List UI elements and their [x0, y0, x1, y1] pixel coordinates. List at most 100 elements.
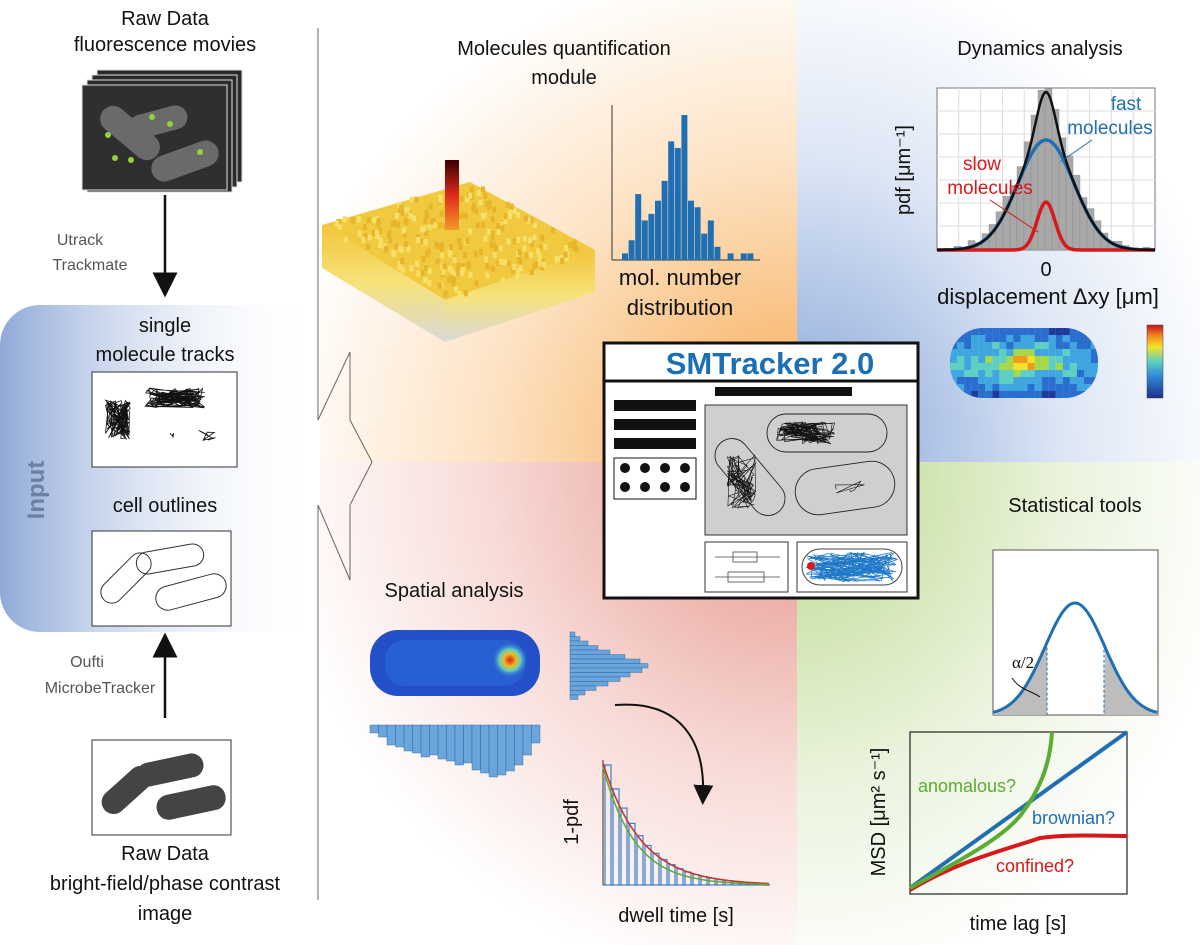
surface-bar	[537, 254, 542, 261]
heatmap-cell	[957, 349, 965, 357]
heatmap-cell	[1006, 328, 1014, 336]
heatmap-cell	[1034, 335, 1042, 343]
confined-label: confined?	[996, 856, 1074, 876]
heatmap-cell	[1013, 363, 1021, 371]
surface-bar	[439, 246, 444, 253]
spatial-vbar	[569, 672, 631, 678]
surface-bar	[490, 216, 495, 223]
surface-bar	[447, 247, 452, 254]
surface-bar	[397, 263, 402, 270]
heatmap-cell	[971, 370, 979, 378]
surface-bar	[564, 245, 568, 251]
surface-bar	[400, 258, 405, 264]
hist-bar	[727, 253, 734, 260]
surface-bar	[423, 265, 428, 272]
surface-bar	[471, 203, 476, 210]
heatmap-cell	[978, 391, 986, 398]
heatmap-cell	[1055, 328, 1063, 336]
heatmap-cell	[999, 363, 1007, 371]
surface-bar	[440, 252, 445, 259]
surface-bar	[474, 208, 479, 215]
surface-bar	[529, 217, 534, 224]
heatmap-cell	[999, 377, 1007, 385]
heatmap-cell	[950, 349, 958, 357]
surface-bar	[429, 218, 434, 225]
heatmap-cell	[971, 335, 979, 343]
surface-bar	[465, 196, 470, 203]
raw-fluo-title-1: Raw Data	[121, 8, 210, 30]
surface-bar	[376, 218, 381, 225]
heatmap-cell	[1027, 349, 1035, 357]
heatmap-cell	[985, 356, 993, 364]
surface-bar	[564, 255, 569, 262]
heatmap-cell	[1091, 349, 1098, 357]
surface-bar	[432, 222, 437, 229]
heatmap-cells	[950, 328, 1098, 398]
surface-bar	[523, 215, 528, 222]
surface-bar	[372, 217, 377, 224]
heatmap-cell	[1055, 335, 1063, 343]
heatmap-cell	[1062, 335, 1070, 343]
surface-bar	[458, 243, 463, 250]
brightfield-cells	[101, 753, 226, 820]
slow-label-2: molecules	[947, 178, 1033, 199]
surface-bar	[436, 243, 441, 250]
heatmap-cell	[978, 377, 986, 385]
heatmap-cell	[1006, 384, 1014, 392]
heatmap-cell	[957, 356, 965, 364]
surface-bar	[448, 251, 453, 258]
surface-bar	[473, 250, 478, 257]
hist-bar	[740, 253, 747, 260]
spatial-vertical-histogram	[569, 631, 649, 700]
heatmap-cell	[1069, 349, 1077, 357]
heatmap-cell	[1006, 349, 1014, 357]
button-dot	[640, 463, 650, 473]
surface-bar	[388, 237, 393, 244]
heatmap-cell	[971, 328, 979, 336]
heatmap-cell	[992, 363, 1000, 371]
heatmap-cell	[1041, 363, 1049, 371]
surface-bar	[509, 203, 514, 210]
heatmap-cell	[1048, 377, 1056, 385]
slow-molecules-curve	[937, 200, 1155, 252]
mol-number-histogram	[611, 105, 760, 261]
displacement-pdf-chart	[936, 87, 1156, 252]
total-fit-curve	[937, 91, 1155, 252]
heatmap-cell	[971, 356, 979, 364]
button-dot	[660, 463, 670, 473]
hist-bar	[707, 220, 714, 260]
surface-bar	[405, 206, 410, 213]
heatmap-cell	[1076, 370, 1084, 378]
heatmap-cell	[1020, 335, 1028, 343]
button-dots	[620, 463, 690, 492]
3d-intensity-surface	[322, 160, 595, 342]
surface-bar	[409, 196, 414, 203]
seg-tool-2: MicrobeTracker	[45, 680, 156, 697]
surface-bar	[414, 196, 419, 203]
hist-bar	[648, 213, 655, 260]
button-dot	[680, 482, 690, 492]
heatmap-cell	[1048, 342, 1056, 350]
surface-bar	[512, 238, 517, 245]
heatmap-cell	[999, 335, 1007, 343]
smtracker-app-window: SMTracker 2.0	[602, 341, 920, 600]
surface-bar	[572, 239, 577, 246]
hist-label-1: mol. number	[619, 265, 741, 290]
heatmap-cell	[1076, 335, 1084, 343]
surface-bar	[387, 232, 391, 239]
button-dot	[620, 463, 630, 473]
tail-right	[1104, 647, 1158, 715]
spatial-hbar	[386, 724, 396, 746]
spatial-vbar	[569, 658, 641, 664]
surface-bar	[524, 252, 529, 259]
surface-bar	[451, 277, 456, 284]
surface-bar	[378, 227, 383, 234]
slow-pointer	[989, 199, 1039, 233]
raw-fluo-title-2: fluorescence movies	[74, 34, 256, 56]
heatmap-cell	[1083, 356, 1092, 364]
cell-outlines	[100, 543, 227, 611]
heatmap-cell	[1013, 384, 1021, 392]
spatial-hbar	[412, 724, 422, 754]
surface-bar	[439, 210, 444, 217]
heatmap-cell	[1027, 377, 1035, 385]
